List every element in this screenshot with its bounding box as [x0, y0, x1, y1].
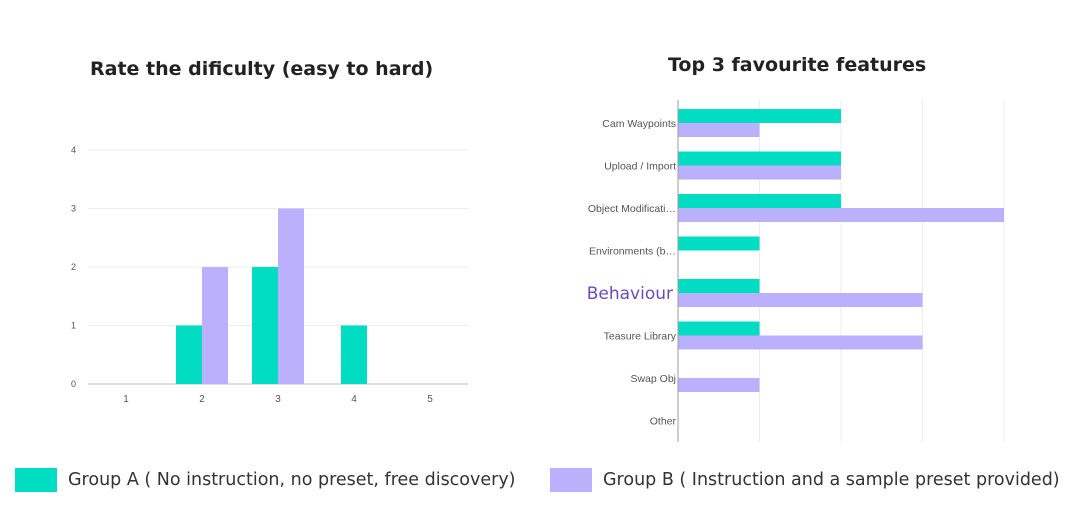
- bar-group-b: [678, 165, 841, 180]
- bar-group-a: [678, 194, 841, 208]
- y-category-label: Teasure Library: [604, 331, 677, 343]
- x-tick-label: 4: [351, 394, 357, 405]
- legend-label-group-b: Group B ( Instruction and a sample prese…: [603, 470, 1060, 490]
- legend-swatch-group-b: [550, 468, 592, 492]
- y-category-label: Behaviour: [587, 284, 673, 304]
- y-category-label: Other: [650, 416, 677, 428]
- legend-item-group-a: Group A ( No instruction, no preset, fre…: [15, 468, 516, 492]
- x-tick-label: 1: [123, 394, 129, 405]
- y-category-label: Upload / Import: [604, 161, 676, 173]
- y-tick-label: 3: [71, 204, 76, 214]
- y-tick-label: 0: [71, 379, 76, 389]
- legend-label-group-a: Group A ( No instruction, no preset, fre…: [68, 470, 516, 490]
- difficulty-chart: 0 1 2 3 4 1 2 3 4 5: [71, 145, 468, 405]
- y-tick-label: 2: [71, 262, 76, 272]
- bar-group-b: [202, 267, 228, 384]
- y-category-label: Object Modificati…: [588, 203, 676, 215]
- bar-group-b: [678, 378, 760, 392]
- bar-group-b: [278, 208, 304, 384]
- bar-group-a: [678, 236, 760, 251]
- bar-group-a: [176, 325, 202, 384]
- bar-group-a: [252, 267, 278, 384]
- chart-title-difficulty: Rate the dificulty (easy to hard): [90, 58, 434, 80]
- y-tick-label: 1: [71, 321, 76, 331]
- y-tick-label: 4: [71, 145, 76, 155]
- y-category-label: Cam Waypoints: [602, 118, 676, 130]
- y-category-label: Environments (b…: [589, 246, 676, 258]
- bar-group-b: [678, 335, 923, 350]
- x-tick-label: 3: [275, 394, 281, 405]
- bar-group-b: [678, 123, 760, 137]
- bar-group-a: [678, 109, 841, 123]
- x-tick-label: 5: [427, 394, 433, 405]
- bar-group-a: [341, 325, 367, 384]
- x-tick-label: 2: [199, 394, 205, 405]
- bar-group-a: [678, 279, 760, 293]
- y-category-label: Swap Obj: [630, 373, 676, 385]
- legend-item-group-b: Group B ( Instruction and a sample prese…: [550, 468, 1060, 492]
- chart-title-features: Top 3 favourite features: [668, 54, 927, 76]
- bar-group-b: [678, 208, 1004, 222]
- bar-group-a: [678, 151, 841, 166]
- features-chart: Cam Waypoints Upload / Import Object Modif…: [587, 100, 1005, 442]
- legend-swatch-group-a: [15, 468, 57, 492]
- bar-group-b: [678, 293, 923, 307]
- bar-group-a: [678, 321, 760, 336]
